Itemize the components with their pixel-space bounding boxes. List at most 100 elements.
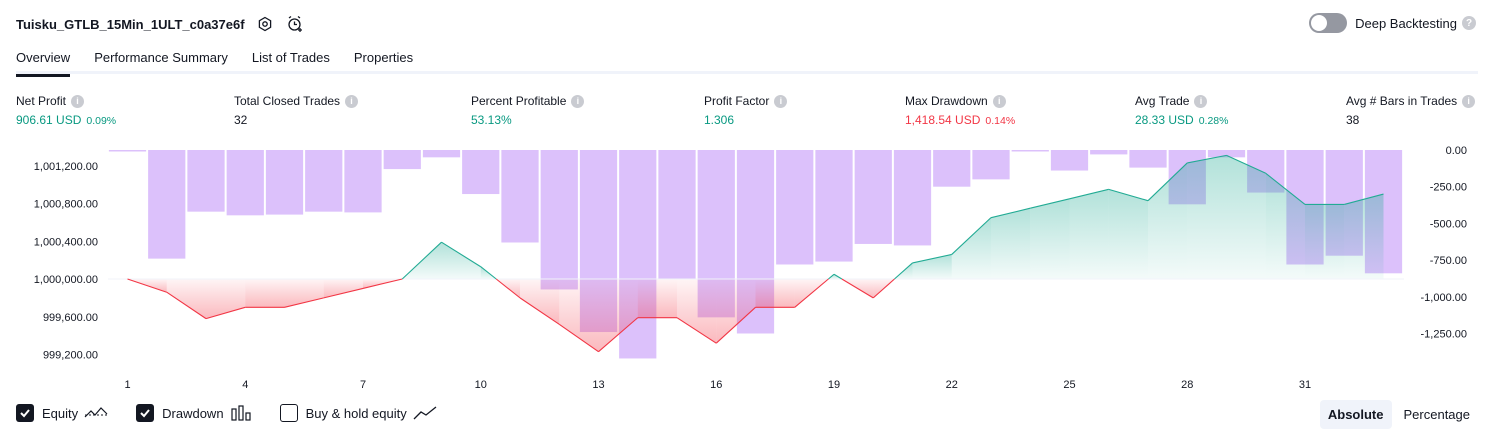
absolute-button[interactable]: Absolute — [1319, 400, 1392, 429]
tab-properties[interactable]: Properties — [353, 50, 414, 65]
percentage-button[interactable]: Percentage — [1403, 407, 1471, 422]
settings-gear-icon[interactable] — [255, 14, 275, 34]
drawdown-bar — [776, 150, 814, 265]
equity-line-segment — [480, 266, 497, 280]
help-icon[interactable]: ? — [1462, 16, 1476, 30]
legend-label: Drawdown — [162, 405, 224, 421]
x-axis-tick-label: 1 — [124, 379, 130, 391]
equity-area-loss — [245, 279, 285, 308]
equity-line-segment — [1344, 193, 1384, 205]
x-axis-tick-label: 28 — [1181, 379, 1193, 391]
equity-area-gain — [1148, 162, 1188, 279]
metric-label: Profit Factor — [704, 94, 770, 108]
equity-line-segment — [676, 317, 717, 344]
equity-line-segment — [1147, 162, 1188, 202]
metric-net-profit: Net Profit i 906.61 USD 0.09% — [16, 94, 116, 127]
legend-drawdown[interactable]: Drawdown — [136, 404, 251, 422]
equity-area-loss — [520, 279, 560, 325]
equity-line-segment — [1069, 188, 1109, 200]
metric-value: 1,418.54 USD — [905, 113, 981, 127]
legend-equity[interactable]: Equity — [16, 404, 108, 422]
equity-area-gain — [441, 242, 481, 279]
drawdown-bar — [933, 150, 971, 187]
equity-line-segment — [951, 217, 992, 255]
checkbox-checked-icon[interactable] — [136, 404, 155, 422]
drawdown-bar — [265, 150, 304, 215]
equity-line-segment — [323, 287, 364, 299]
equity-line-segment — [833, 273, 843, 280]
info-icon[interactable]: i — [571, 94, 585, 108]
drawdown-bar — [1129, 150, 1167, 168]
info-icon[interactable]: i — [992, 94, 1006, 108]
equity-area-loss — [716, 279, 756, 344]
equity-area-loss — [637, 279, 677, 318]
x-axis-tick-label: 22 — [946, 379, 958, 391]
equity-line-segment — [1226, 154, 1266, 174]
deep-backtesting-toggle[interactable] — [1309, 13, 1348, 33]
tab-overview[interactable]: Overview — [16, 44, 71, 77]
equity-line-segment — [715, 306, 756, 344]
info-icon[interactable]: i — [71, 94, 85, 108]
trend-line-icon — [413, 405, 437, 421]
equity-area-gain — [951, 217, 991, 279]
equity-line-segment — [284, 297, 324, 308]
left-axis-tick-label: 1,001,200.00 — [34, 161, 98, 173]
x-axis-tick-label: 25 — [1063, 379, 1075, 391]
equity-area-loss — [755, 279, 795, 308]
equity-line-segment — [912, 253, 952, 264]
x-axis-tick-label: 7 — [360, 379, 366, 391]
equity-area — [108, 155, 1404, 352]
equity-area-gain — [991, 208, 1031, 279]
drawdown-bar — [540, 150, 578, 290]
metric-value: 1.306 — [704, 113, 735, 127]
info-icon[interactable]: i — [1194, 94, 1208, 108]
equity-line-segment — [362, 278, 403, 289]
metric-avg-trade: Avg Trade i 28.33 USD 0.28% — [1135, 94, 1228, 127]
equity-line-segment — [1265, 172, 1306, 205]
right-axis-tick-label: -500.00 — [1430, 218, 1467, 230]
left-axis-tick-label: 1,000,000.00 — [34, 274, 98, 286]
drawdown-bar — [422, 150, 461, 158]
equity-line-segment — [495, 278, 521, 299]
equity-area-gain — [1265, 173, 1305, 279]
drawdown-bar — [344, 150, 382, 213]
right-axis-tick-label: -1,000.00 — [1421, 292, 1467, 304]
equity-area-gain — [1108, 189, 1148, 279]
metric-total-closed-trades: Total Closed Trades i 32 — [234, 94, 359, 127]
checkbox-unchecked-icon[interactable] — [279, 404, 298, 422]
equity-drawdown-chart[interactable]: 1,001,200.00 1,000,800.00 1,000,400.00 1,00… — [0, 142, 1494, 392]
checkbox-checked-icon[interactable] — [16, 404, 34, 422]
equity-area-gain — [912, 254, 952, 279]
metric-value: 38 — [1346, 113, 1360, 127]
drawdown-bar — [854, 150, 892, 244]
info-icon[interactable]: i — [345, 94, 359, 108]
equity-area-loss — [206, 279, 246, 319]
left-axis: 1,001,200.00 1,000,800.00 1,000,400.00 1,00… — [34, 161, 98, 362]
tab-performance-summary[interactable]: Performance Summary — [94, 50, 228, 65]
equity-line-segment — [166, 291, 207, 320]
equity-line-segment — [598, 317, 639, 353]
left-axis-tick-label: 999,200.00 — [43, 350, 98, 362]
deep-backtesting-label: Deep Backtesting — [1355, 15, 1457, 31]
x-axis-tick-label: 31 — [1299, 379, 1311, 391]
tab-list-of-trades[interactable]: List of Trades — [251, 50, 330, 65]
equity-area-gain — [1305, 204, 1345, 279]
drawdown-bar — [1011, 150, 1049, 152]
metric-percent: 0.14% — [985, 115, 1016, 127]
metric-percent-profitable: Percent Profitable i 53.13% — [471, 94, 585, 127]
equity-line-segment — [558, 323, 599, 353]
equity-area-gain — [1030, 198, 1070, 279]
bars-icon — [230, 405, 252, 421]
drawdown-bar — [383, 150, 421, 170]
equity-area-gain — [1187, 155, 1227, 279]
drawdown-bar — [305, 150, 343, 212]
x-axis-tick-label: 4 — [242, 379, 248, 391]
info-icon[interactable]: i — [774, 94, 788, 108]
metric-percent: 0.09% — [86, 115, 117, 127]
add-alert-clock-icon[interactable] — [285, 14, 305, 34]
legend-buy-hold[interactable]: Buy & hold equity — [279, 404, 437, 422]
equity-area-loss — [323, 279, 363, 298]
info-icon[interactable]: i — [1462, 94, 1476, 108]
metric-label: Max Drawdown — [905, 94, 988, 108]
metric-value: 28.33 USD — [1135, 113, 1194, 127]
